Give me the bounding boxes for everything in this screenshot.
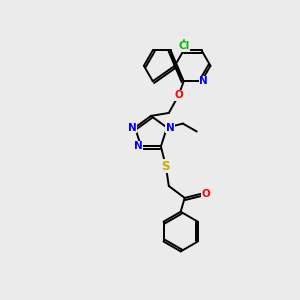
Text: S: S <box>162 160 170 173</box>
Text: N: N <box>128 122 136 133</box>
Text: N: N <box>166 122 174 133</box>
Text: N: N <box>134 141 142 152</box>
Text: O: O <box>201 189 210 199</box>
Text: O: O <box>174 90 183 100</box>
Text: Cl: Cl <box>178 41 189 51</box>
Text: N: N <box>199 76 208 86</box>
